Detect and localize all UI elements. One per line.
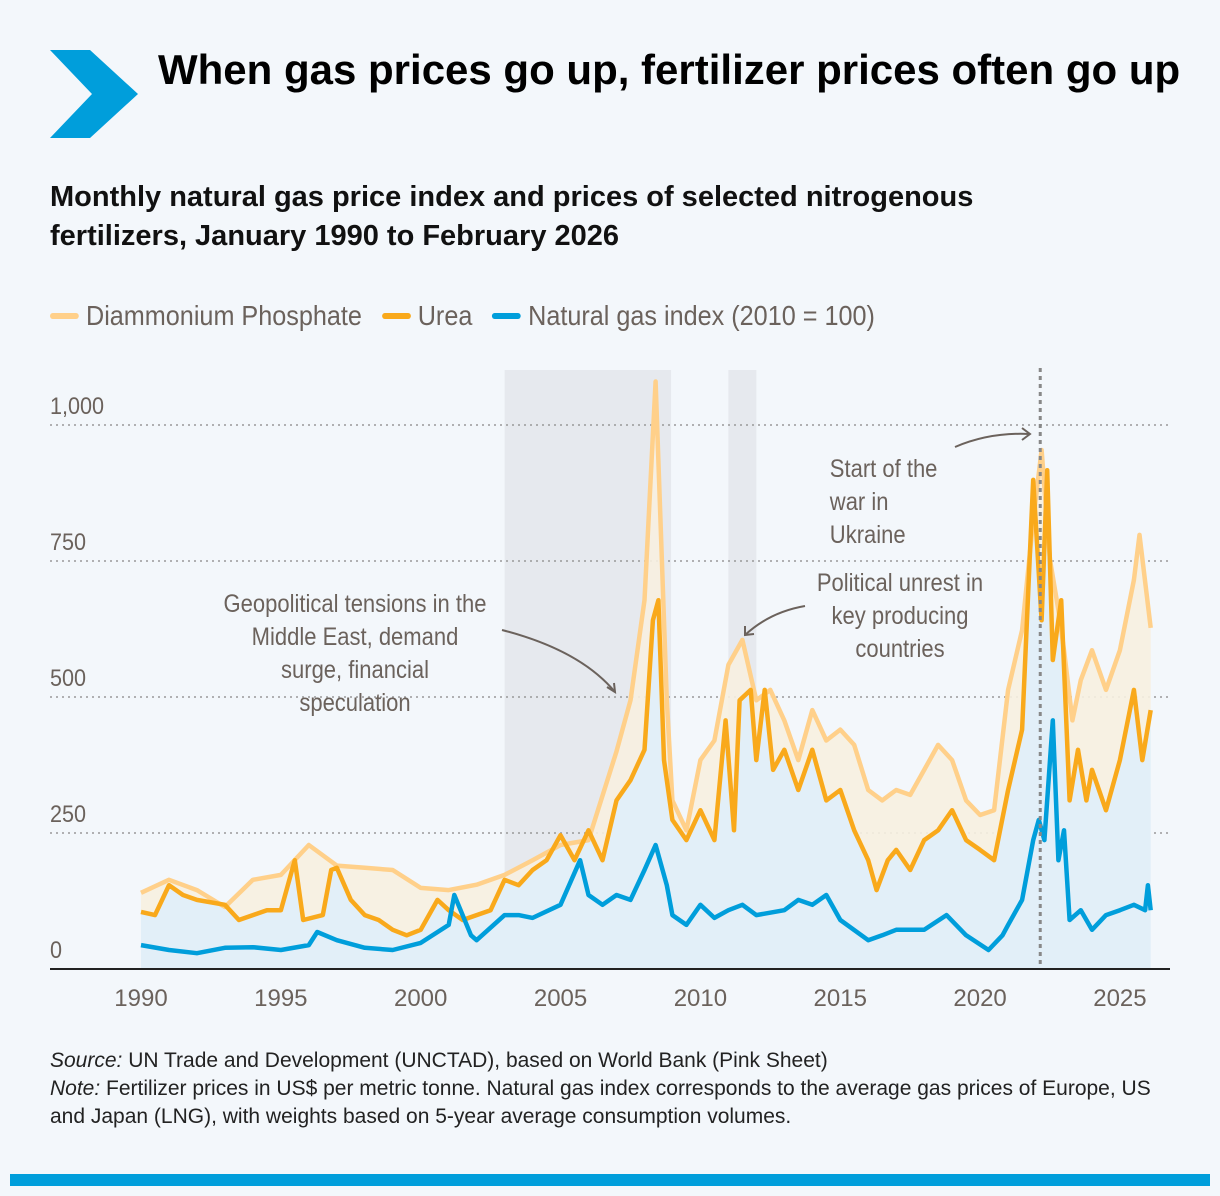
legend-item-urea: Urea xyxy=(381,300,473,332)
legend-label: Natural gas index (2010 = 100) xyxy=(528,300,875,331)
legend-swatch xyxy=(50,313,79,319)
y-tick-label: 750 xyxy=(50,529,87,556)
line-chart xyxy=(50,368,1170,970)
arrowhead xyxy=(606,682,617,694)
legend-item-gas: Natural gas index (2010 = 100) xyxy=(492,300,875,332)
legend: Diammonium Phosphate Urea Natural gas in… xyxy=(50,300,875,332)
y-tick-label: 1,000 xyxy=(50,393,105,420)
arrow-geopolitical xyxy=(501,629,616,693)
legend-label: Diammonium Phosphate xyxy=(86,300,362,331)
x-tick-label: 2025 xyxy=(1093,985,1147,1012)
annotation-war: Start of the war in Ukraine xyxy=(829,455,938,549)
source-text: UN Trade and Development (UNCTAD), based… xyxy=(122,1049,828,1072)
y-tick-label: 250 xyxy=(50,801,87,828)
legend-label: Urea xyxy=(417,300,473,331)
urea-line xyxy=(140,467,1153,938)
chevron-right-icon xyxy=(50,50,138,138)
arrowhead xyxy=(1021,427,1032,441)
dap-area xyxy=(141,381,1151,936)
note-text: Fertilizer prices in US$ per metric tonn… xyxy=(50,1077,1151,1128)
arrowhead xyxy=(744,626,755,637)
x-tick-label: 2000 xyxy=(393,985,448,1012)
x-tick-label: 1990 xyxy=(114,985,168,1012)
legend-item-dap: Diammonium Phosphate xyxy=(50,300,362,332)
footnote: Source: UN Trade and Development (UNCTAD… xyxy=(50,1047,1180,1131)
y-tick-label: 500 xyxy=(50,665,87,692)
arrow-unrest xyxy=(744,605,806,636)
legend-swatch xyxy=(492,313,521,319)
x-tick-label: 2020 xyxy=(953,985,1007,1012)
chart-subtitle: Monthly natural gas price index and pric… xyxy=(50,181,974,252)
bottom-accent-bar xyxy=(10,1174,1210,1186)
annotation-geopolitical: Geopolitical tensions in the Middle East… xyxy=(223,590,487,717)
x-tick-label: 2005 xyxy=(533,985,588,1012)
x-tick-label: 2010 xyxy=(673,985,728,1012)
annotation-unrest: Political unrest in key producing countr… xyxy=(816,569,984,663)
y-tick-label: 0 xyxy=(50,937,63,964)
note-label: Note: xyxy=(50,1077,101,1100)
page-title: When gas prices go up, fertilizer prices… xyxy=(158,46,1181,93)
arrow-war xyxy=(954,432,1031,448)
x-tick-label: 2015 xyxy=(813,985,867,1012)
x-tick-label: 1995 xyxy=(254,985,308,1012)
source-label: Source: xyxy=(50,1049,123,1072)
legend-swatch xyxy=(381,313,411,319)
gas-line xyxy=(140,718,1153,956)
